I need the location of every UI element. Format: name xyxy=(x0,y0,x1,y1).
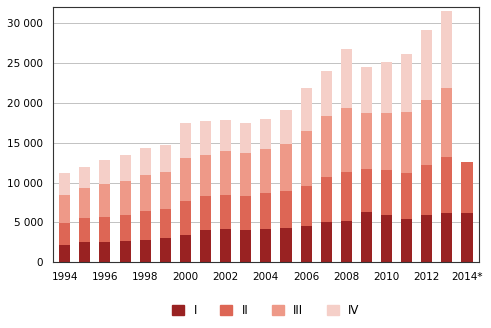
Bar xyxy=(139,211,151,240)
Bar xyxy=(200,230,211,262)
Bar xyxy=(441,88,452,157)
Bar xyxy=(341,108,352,172)
Bar xyxy=(280,191,292,228)
Bar xyxy=(300,226,312,262)
Bar xyxy=(119,181,131,215)
Bar xyxy=(160,145,171,172)
Bar xyxy=(59,173,70,195)
Bar xyxy=(240,231,251,262)
Bar xyxy=(59,195,70,223)
Bar xyxy=(59,245,70,262)
Bar xyxy=(80,218,90,242)
Bar xyxy=(381,113,392,170)
Bar xyxy=(361,113,372,169)
Bar xyxy=(462,213,472,262)
Bar xyxy=(441,157,452,213)
Bar xyxy=(119,215,131,241)
Bar xyxy=(100,242,110,262)
Bar xyxy=(401,112,412,173)
Bar xyxy=(220,119,231,151)
Bar xyxy=(139,240,151,262)
Bar xyxy=(119,241,131,262)
Bar xyxy=(401,173,412,219)
Bar xyxy=(421,30,432,100)
Bar xyxy=(180,124,191,158)
Bar xyxy=(240,196,251,231)
Bar xyxy=(240,124,251,153)
Bar xyxy=(441,213,452,262)
Bar xyxy=(321,115,332,177)
Bar xyxy=(300,131,312,186)
Bar xyxy=(260,119,272,149)
Bar xyxy=(180,201,191,235)
Bar xyxy=(421,100,432,165)
Bar xyxy=(401,219,412,262)
Bar xyxy=(119,155,131,181)
Bar xyxy=(200,121,211,155)
Bar xyxy=(462,162,472,213)
Bar xyxy=(381,170,392,215)
Bar xyxy=(200,196,211,230)
Bar xyxy=(300,186,312,226)
Bar xyxy=(280,110,292,144)
Bar xyxy=(160,238,171,262)
Bar xyxy=(240,153,251,196)
Bar xyxy=(341,172,352,221)
Bar xyxy=(321,177,332,222)
Bar xyxy=(361,169,372,212)
Bar xyxy=(441,11,452,88)
Bar xyxy=(321,71,332,115)
Bar xyxy=(180,158,191,201)
Bar xyxy=(220,229,231,262)
Bar xyxy=(341,221,352,262)
Bar xyxy=(361,67,372,113)
Bar xyxy=(139,175,151,211)
Bar xyxy=(421,165,432,215)
Bar xyxy=(361,212,372,262)
Bar xyxy=(80,188,90,218)
Bar xyxy=(100,184,110,217)
Bar xyxy=(260,149,272,193)
Bar xyxy=(100,217,110,242)
Bar xyxy=(80,242,90,262)
Bar xyxy=(401,54,412,112)
Bar xyxy=(80,167,90,188)
Bar xyxy=(421,215,432,262)
Bar xyxy=(381,62,392,113)
Bar xyxy=(381,215,392,262)
Bar xyxy=(220,151,231,195)
Bar xyxy=(260,193,272,229)
Bar xyxy=(200,155,211,196)
Bar xyxy=(280,144,292,191)
Bar xyxy=(280,228,292,262)
Bar xyxy=(220,195,231,229)
Bar xyxy=(160,209,171,238)
Bar xyxy=(59,223,70,245)
Bar xyxy=(160,172,171,209)
Bar xyxy=(341,49,352,108)
Legend: I, II, III, IV: I, II, III, IV xyxy=(172,304,359,317)
Bar xyxy=(321,222,332,262)
Bar xyxy=(139,148,151,175)
Bar xyxy=(180,235,191,262)
Bar xyxy=(260,229,272,262)
Bar xyxy=(300,88,312,131)
Bar xyxy=(100,160,110,184)
